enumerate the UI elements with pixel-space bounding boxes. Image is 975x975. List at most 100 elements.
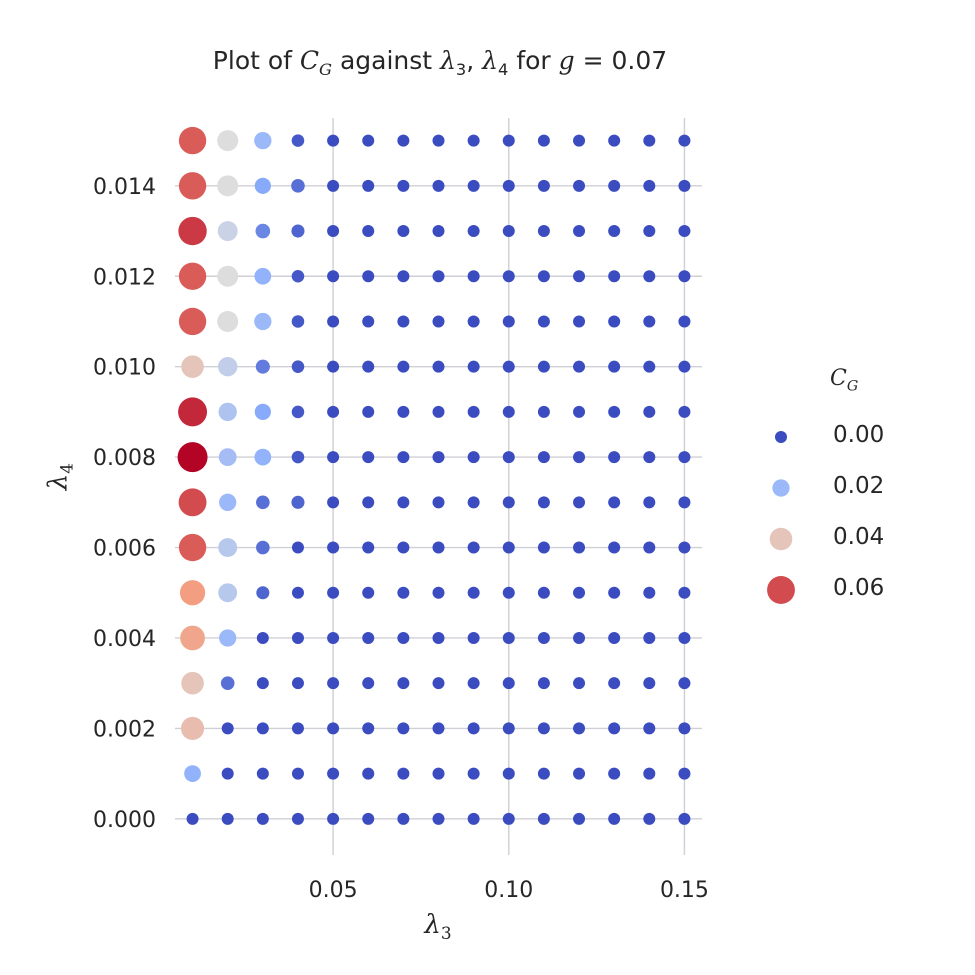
data-point [467, 360, 480, 373]
data-point [397, 451, 410, 464]
data-point [467, 225, 480, 238]
data-point [678, 496, 691, 509]
data-point [502, 767, 515, 780]
data-point [643, 496, 656, 509]
data-point [608, 631, 621, 644]
data-point [643, 541, 656, 554]
data-point [255, 359, 270, 374]
data-point [181, 671, 204, 695]
y-tick-label: 0.014 [93, 175, 156, 200]
data-point [177, 442, 208, 473]
data-point [219, 493, 237, 511]
data-point [397, 270, 410, 283]
data-point [467, 812, 480, 825]
data-point [573, 722, 586, 735]
data-point [502, 270, 515, 283]
legend-title: CG [830, 366, 859, 395]
data-point [256, 767, 269, 780]
data-point [502, 405, 515, 418]
data-point [291, 631, 304, 644]
data-point [327, 451, 340, 464]
data-point [291, 315, 305, 328]
data-point [397, 677, 410, 690]
x-tick-labels: 0.05 0.10 0.15 [309, 878, 709, 903]
data-point [467, 270, 480, 283]
data-point [432, 767, 445, 780]
data-point [502, 631, 515, 644]
data-point [573, 677, 586, 690]
data-point [608, 451, 621, 464]
data-point [327, 360, 340, 373]
data-point [537, 134, 550, 147]
data-point [218, 583, 238, 603]
data-point [327, 496, 340, 509]
data-point [537, 315, 550, 328]
data-point [432, 451, 445, 464]
data-point [327, 677, 340, 690]
data-point [397, 315, 410, 328]
data-point [643, 360, 656, 373]
data-point [254, 312, 272, 331]
data-point [573, 225, 586, 238]
data-point [432, 179, 445, 192]
data-point [178, 172, 207, 200]
data-point [573, 541, 586, 554]
data-point [256, 540, 270, 555]
data-point [432, 270, 445, 283]
data-point [362, 631, 375, 644]
data-point [221, 722, 234, 735]
data-point [573, 270, 586, 283]
data-point [537, 451, 550, 464]
data-point [178, 533, 207, 562]
data-point [291, 134, 305, 147]
data-point [678, 225, 691, 238]
data-point [432, 677, 445, 690]
data-point [502, 722, 515, 735]
data-point [537, 541, 550, 554]
data-point [327, 179, 340, 192]
x-tick-label: 0.05 [309, 878, 358, 903]
data-point [608, 360, 621, 373]
data-point [643, 179, 656, 192]
legend-marker-3 [767, 576, 795, 604]
data-point [397, 360, 410, 373]
data-point [643, 677, 656, 690]
legend-label-1: 0.02 [833, 473, 885, 499]
data-point [327, 722, 340, 735]
data-point [467, 631, 480, 644]
data-point [217, 310, 239, 332]
data-point [608, 225, 621, 238]
data-point [467, 677, 480, 690]
data-points [177, 126, 691, 825]
data-point [678, 677, 691, 690]
data-point [219, 629, 237, 647]
data-point [178, 488, 207, 517]
data-point [502, 541, 515, 554]
data-point [432, 631, 445, 644]
data-point [397, 722, 410, 735]
data-point [362, 225, 375, 238]
data-point [608, 722, 621, 735]
data-point [678, 134, 691, 147]
data-point [218, 402, 237, 422]
data-point [643, 315, 656, 328]
data-point [327, 586, 340, 599]
data-point [678, 270, 691, 283]
data-point [217, 175, 239, 197]
data-point [217, 356, 238, 377]
data-point [180, 625, 205, 651]
data-point [362, 767, 375, 780]
data-point [537, 225, 550, 238]
data-point [643, 134, 656, 147]
data-point [217, 265, 239, 287]
y-axis-label: λ4 [43, 462, 77, 491]
data-point [573, 586, 586, 599]
y-tick-label: 0.002 [93, 717, 156, 742]
data-point [254, 403, 271, 421]
data-point [397, 134, 410, 147]
data-point [362, 722, 375, 735]
data-point [678, 812, 691, 825]
data-point [397, 586, 410, 599]
data-point [467, 722, 480, 735]
data-point [362, 360, 375, 373]
